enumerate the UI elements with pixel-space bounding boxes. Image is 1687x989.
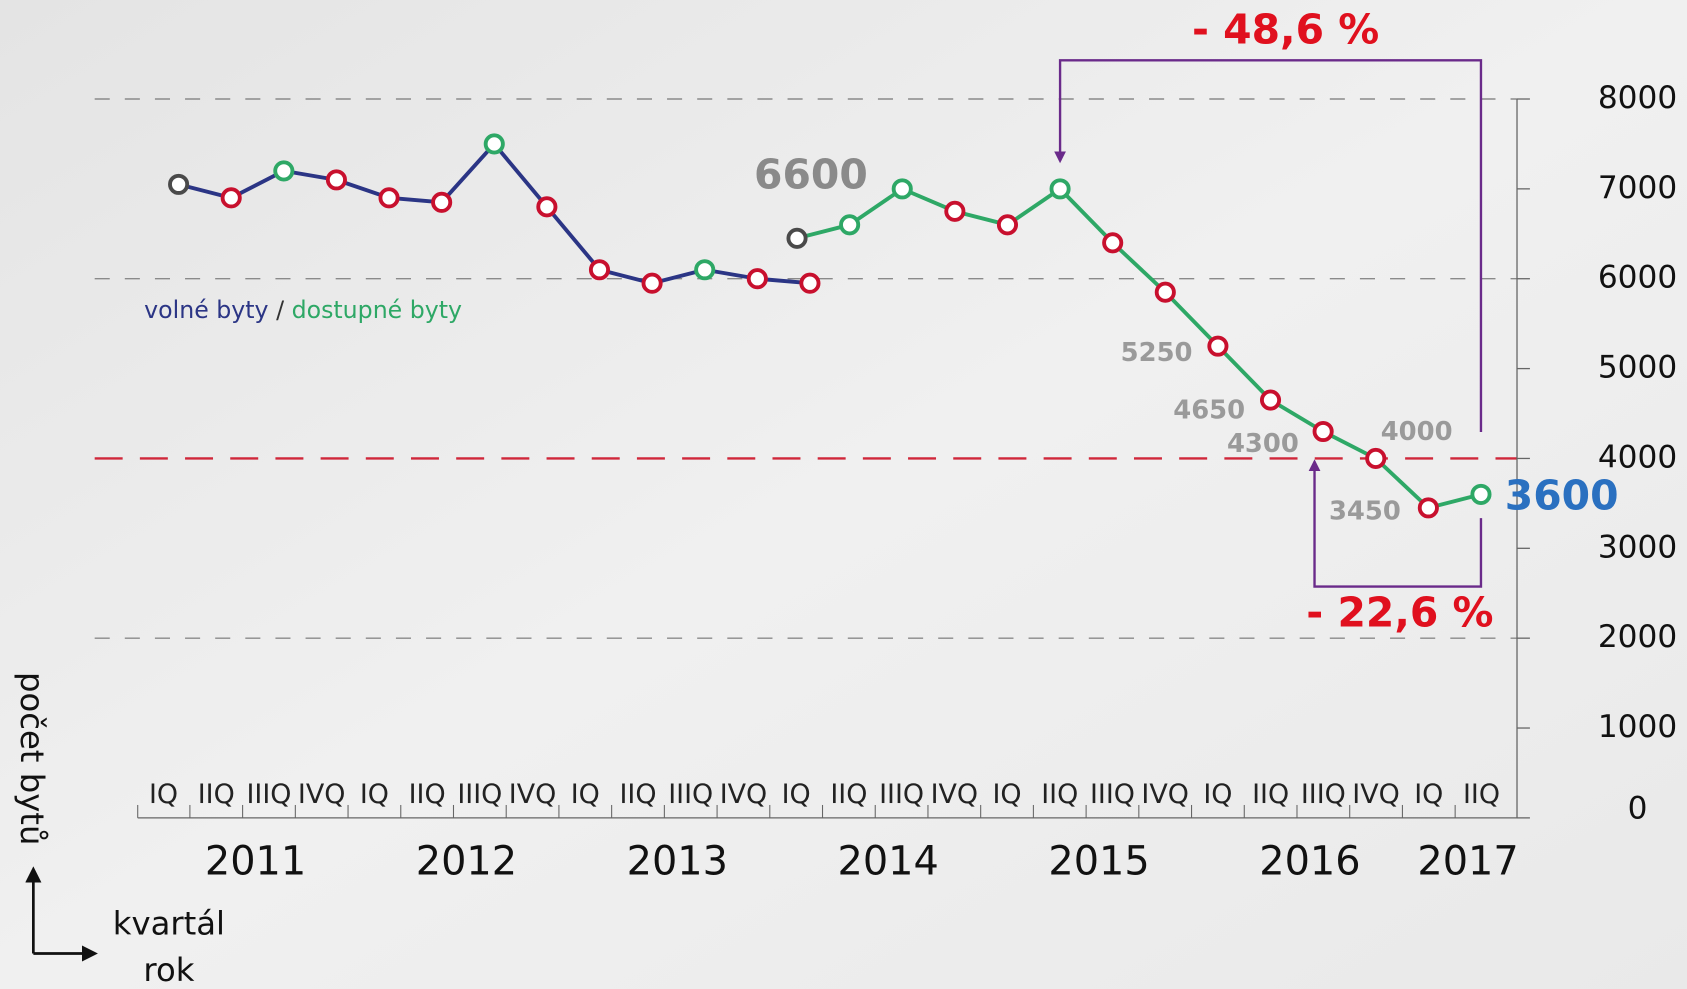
x-tick-label: IQ — [782, 779, 811, 810]
x-tick-label: IIIQ — [246, 779, 291, 810]
x-axis-label-year: rok — [143, 951, 194, 989]
legend-entry: dostupné byty — [292, 296, 462, 324]
x-tick-label: IIIQ — [457, 779, 502, 810]
x-tick-label: IIIQ — [1090, 779, 1135, 810]
data-point — [538, 198, 555, 215]
data-label: 4000 — [1381, 417, 1453, 447]
data-point — [433, 194, 450, 211]
x-tick-label: IQ — [1203, 779, 1232, 810]
data-point — [486, 135, 503, 152]
data-point — [841, 216, 858, 233]
y-tick-label: 8000 — [1598, 80, 1677, 116]
x-tick-label: IIIQ — [879, 779, 924, 810]
x-tick-label: IIQ — [1252, 779, 1289, 810]
data-point — [946, 203, 963, 220]
y-tick-label: 5000 — [1598, 350, 1677, 386]
legend: volné byty / dostupné byty — [144, 296, 462, 324]
x-tick-label: IQ — [360, 779, 389, 810]
data-label: 6600 — [754, 150, 868, 198]
y-axis-label: počet bytů — [13, 672, 51, 845]
data-point — [170, 176, 187, 193]
data-point — [1262, 391, 1279, 408]
y-tick-label: 6000 — [1598, 260, 1677, 296]
year-label: 2017 — [1417, 839, 1518, 885]
page: Chart html, body { margin: 0; padding: 0… — [0, 0, 1687, 989]
data-label: 4300 — [1227, 429, 1299, 459]
data-point — [275, 162, 292, 179]
x-tick-label: IQ — [1414, 779, 1443, 810]
x-tick-label: IQ — [571, 779, 600, 810]
x-tick-label: IIQ — [1463, 779, 1500, 810]
x-tick-label: IVQ — [720, 779, 767, 810]
data-point — [223, 189, 240, 206]
y-tick-label: 2000 — [1598, 619, 1677, 655]
x-tick-label: IVQ — [931, 779, 978, 810]
annotation: - 22,6 % — [1306, 589, 1493, 637]
year-label: 2011 — [205, 839, 306, 885]
x-tick-label: IIQ — [619, 779, 656, 810]
data-point — [696, 261, 713, 278]
data-point — [801, 275, 818, 292]
year-label: 2016 — [1259, 839, 1360, 885]
x-tick-label: IIQ — [198, 779, 235, 810]
data-point — [1209, 338, 1226, 355]
x-tick-label: IIQ — [409, 779, 446, 810]
data-point — [999, 216, 1016, 233]
year-label: 2013 — [627, 839, 728, 885]
chart: počet bytů kvartál rok volné byty / dost… — [0, 0, 1687, 989]
year-label: 2014 — [838, 839, 939, 885]
x-tick-label: IVQ — [298, 779, 345, 810]
x-axis-label-quarter: kvartál — [113, 905, 225, 943]
year-label: 2012 — [416, 839, 517, 885]
y-tick-label: 0 — [1628, 790, 1648, 826]
data-label: 3600 — [1505, 472, 1619, 520]
data-point — [1420, 499, 1437, 516]
legend-entry: volné byty — [144, 296, 268, 324]
data-point — [1104, 234, 1121, 251]
data-point — [380, 189, 397, 206]
data-point — [591, 261, 608, 278]
data-point — [1472, 486, 1489, 503]
x-tick-label: IIQ — [830, 779, 867, 810]
y-tick-label: 1000 — [1598, 709, 1677, 745]
data-label: 3450 — [1329, 497, 1401, 527]
x-tick-label: IIQ — [1041, 779, 1078, 810]
data-point — [328, 171, 345, 188]
y-tick-label: 7000 — [1598, 170, 1677, 206]
legend-separator: / — [276, 296, 284, 324]
y-tick-label: 4000 — [1598, 439, 1677, 475]
annotation: - 48,6 % — [1192, 5, 1379, 53]
data-point — [788, 230, 805, 247]
data-point — [643, 275, 660, 292]
x-tick-label: IVQ — [509, 779, 556, 810]
data-point — [1367, 450, 1384, 467]
x-tick-label: IIIQ — [668, 779, 713, 810]
x-tick-label: IVQ — [1141, 779, 1188, 810]
data-point — [1315, 423, 1332, 440]
x-tick-label: IQ — [149, 779, 178, 810]
data-point — [1157, 284, 1174, 301]
y-tick-label: 3000 — [1598, 529, 1677, 565]
data-point — [749, 270, 766, 287]
x-tick-label: IQ — [992, 779, 1021, 810]
page-body: {"chart_data": { "type": "line", "catego… — [0, 0, 1687, 989]
year-label: 2015 — [1048, 839, 1149, 885]
data-label: 5250 — [1121, 338, 1193, 368]
data-point — [894, 180, 911, 197]
data-point — [1051, 180, 1068, 197]
x-tick-label: IIIQ — [1301, 779, 1346, 810]
data-label: 4650 — [1173, 395, 1245, 425]
x-tick-label: IVQ — [1352, 779, 1399, 810]
